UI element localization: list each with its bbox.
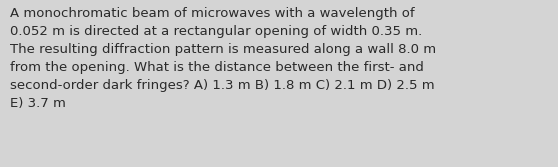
- Text: A monochromatic beam of microwaves with a wavelength of
0.052 m is directed at a: A monochromatic beam of microwaves with …: [10, 7, 436, 110]
